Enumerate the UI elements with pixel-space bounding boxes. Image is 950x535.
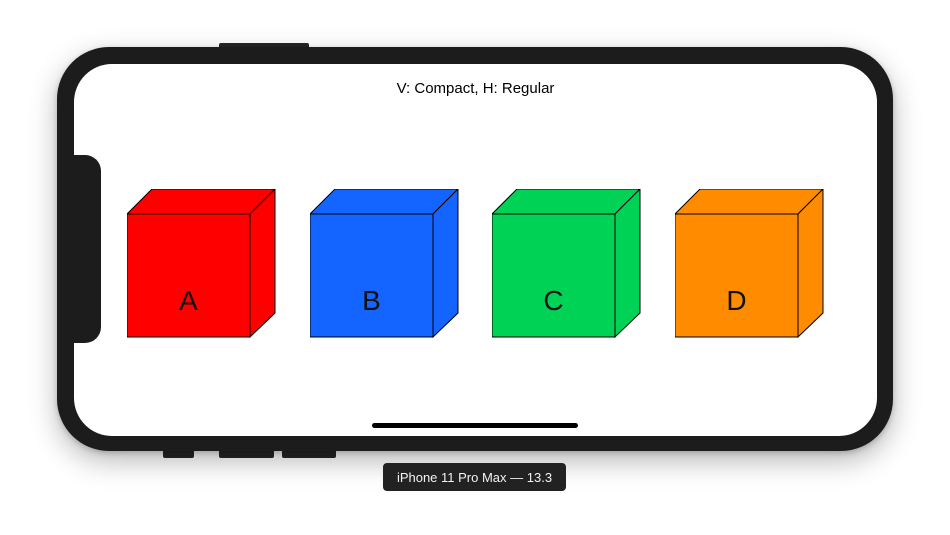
cube-b-front-face [310,213,434,338]
cube-d-front-face [675,213,799,338]
size-class-label: V: Compact, H: Regular [396,80,555,97]
cube-b[interactable]: B [310,189,460,339]
cube-a-side-face [249,189,276,339]
volume-up-button [219,450,274,458]
cube-d-label: D [726,285,747,316]
cube-c-label: C [543,285,564,316]
cube-b-side-face [432,189,459,339]
cube-c-top-face [492,189,641,215]
cube-b-graphic [310,189,459,339]
cube-d-graphic [675,189,824,339]
cube-a-graphic [127,189,276,339]
cube-a-label: A [179,285,198,316]
sensor-notch [74,155,101,343]
cube-c-graphic [492,189,641,339]
ringer-switch [163,450,194,458]
cube-c-front-face [492,213,616,338]
cube-d-top-face [675,189,824,215]
cube-b-label: B [362,285,381,316]
cube-d[interactable]: D [675,189,825,339]
cube-c[interactable]: C [492,189,642,339]
cube-a[interactable]: A [127,189,277,339]
cube-b-top-face [310,189,459,215]
cube-d-side-face [797,189,824,339]
volume-down-button [282,450,336,458]
device-screen[interactable]: V: Compact, H: Regular A B C [74,64,877,436]
device-name-tag: iPhone 11 Pro Max — 13.3 [383,463,566,491]
cube-c-side-face [614,189,641,339]
home-indicator[interactable] [372,423,578,428]
cube-a-top-face [127,189,276,215]
cube-a-front-face [127,213,251,338]
